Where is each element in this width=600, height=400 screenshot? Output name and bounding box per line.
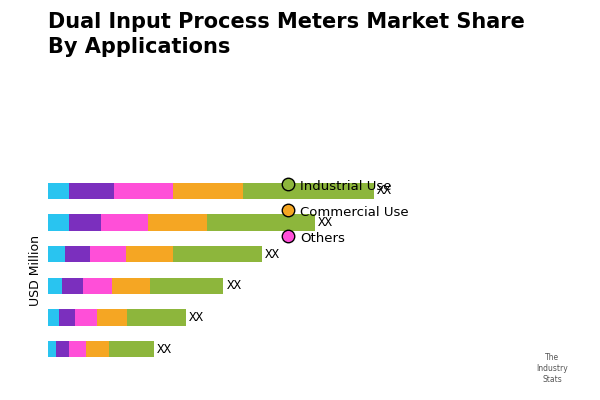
Text: XX: XX (265, 248, 280, 261)
Bar (48, 183, 69, 199)
Bar (48, 278, 62, 294)
Bar (69, 214, 101, 231)
Bar (65, 246, 89, 262)
Bar (207, 214, 315, 231)
Text: XX: XX (157, 342, 172, 356)
Bar (69, 183, 115, 199)
Bar (149, 278, 223, 294)
Bar (173, 183, 243, 199)
Bar (59, 309, 75, 326)
Bar (101, 214, 148, 231)
Bar (48, 309, 59, 326)
Bar (48, 341, 56, 357)
Legend: Industrial Use, Commercial Use, Others: Industrial Use, Commercial Use, Others (283, 178, 409, 245)
Y-axis label: USD Million: USD Million (29, 234, 43, 306)
Bar (48, 214, 69, 231)
Bar (127, 309, 185, 326)
Bar (243, 183, 374, 199)
Text: XX: XX (318, 216, 333, 229)
Text: The
Industry
Stats: The Industry Stats (536, 353, 568, 384)
Bar (48, 246, 65, 262)
Bar (89, 246, 125, 262)
Text: XX: XX (188, 311, 203, 324)
Bar (148, 214, 207, 231)
Bar (109, 341, 154, 357)
Bar (112, 278, 149, 294)
Bar (56, 341, 69, 357)
Bar (173, 246, 262, 262)
Bar (125, 246, 173, 262)
Text: Dual Input Process Meters Market Share
By Applications: Dual Input Process Meters Market Share B… (48, 12, 525, 57)
Bar (69, 341, 86, 357)
Bar (115, 183, 173, 199)
Bar (75, 309, 97, 326)
Bar (97, 309, 127, 326)
Bar (62, 278, 83, 294)
Bar (86, 341, 109, 357)
Text: XX: XX (226, 279, 241, 292)
Text: XX: XX (377, 184, 392, 198)
Bar (83, 278, 112, 294)
